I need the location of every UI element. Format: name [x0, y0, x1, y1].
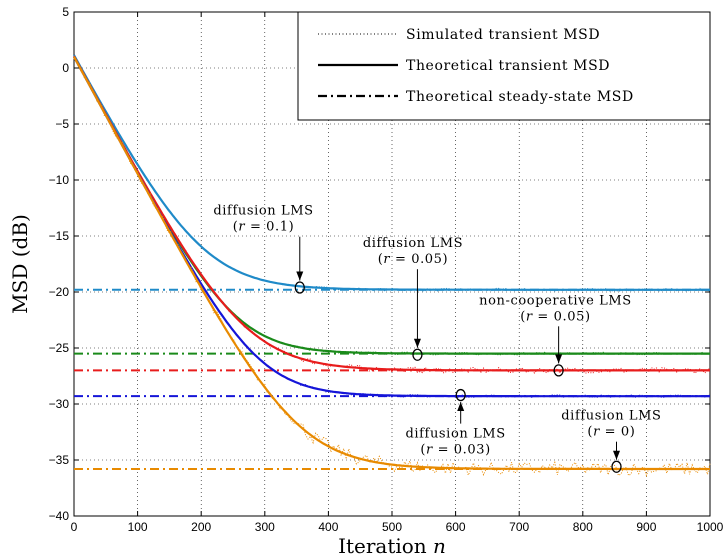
y-tick-label: −40	[49, 509, 70, 523]
annotation-marker	[455, 388, 466, 402]
y-tick-label: −25	[49, 341, 70, 355]
y-tick-label: −5	[55, 117, 69, 131]
simulated-curve	[73, 55, 711, 292]
theoretical-curve	[73, 56, 710, 471]
x-axis-label: Iteration n	[338, 534, 446, 558]
legend-label: Theoretical transient MSD	[406, 58, 610, 74]
x-tick-label: 800	[573, 520, 593, 534]
annotation-arrowhead	[457, 402, 465, 412]
annotation-line1: diffusion LMS	[561, 409, 661, 424]
annotation-marker	[553, 364, 564, 377]
y-tick-label: −20	[49, 285, 70, 299]
annotation-line2: (r = 0.05)	[378, 252, 448, 267]
annotation-line1: non-cooperative LMS	[479, 293, 632, 308]
annotation-marker	[412, 348, 423, 361]
annotation-arrowhead	[555, 354, 563, 364]
y-tick-label: 0	[62, 61, 69, 75]
x-tick-label: 400	[318, 520, 338, 534]
x-tick-label: 900	[636, 520, 656, 534]
y-tick-label: 5	[62, 5, 69, 19]
annotation-line2: (r = 0)	[587, 425, 635, 440]
annotation-arrowhead	[613, 450, 621, 460]
y-tick-label: −30	[49, 397, 70, 411]
y-tick-label: −15	[49, 229, 70, 243]
x-tick-label: 300	[255, 520, 275, 534]
theoretical-curve	[73, 55, 710, 372]
y-tick-label: −10	[49, 173, 70, 187]
annotation-line2: (r = 0.1)	[233, 220, 295, 235]
legend-label: Theoretical steady-state MSD	[406, 89, 634, 105]
annotation-line2: (r = 0.05)	[520, 309, 590, 324]
x-tick-label: 100	[128, 520, 148, 534]
theoretical-curve	[73, 54, 710, 291]
x-tick-label: 200	[191, 520, 211, 534]
annotation-line1: diffusion LMS	[363, 236, 463, 251]
x-tick-label: 700	[509, 520, 529, 534]
annotation-line1: diffusion LMS	[405, 427, 505, 442]
x-tick-label: 1000	[697, 520, 724, 534]
annotation-marker	[294, 281, 305, 294]
annotation-line2: (r = 0.03)	[420, 443, 490, 458]
x-tick-label: 600	[446, 520, 466, 534]
annotation-arrowhead	[413, 338, 421, 348]
y-tick-label: −35	[49, 453, 70, 467]
x-tick-label: 0	[71, 520, 78, 534]
y-axis-label: MSD (dB)	[8, 214, 32, 314]
annotation-line1: diffusion LMS	[213, 204, 313, 219]
annotation-arrowhead	[296, 271, 304, 281]
annotation-marker	[611, 460, 622, 473]
legend-label: Simulated transient MSD	[406, 27, 600, 43]
x-tick-label: 500	[382, 520, 402, 534]
